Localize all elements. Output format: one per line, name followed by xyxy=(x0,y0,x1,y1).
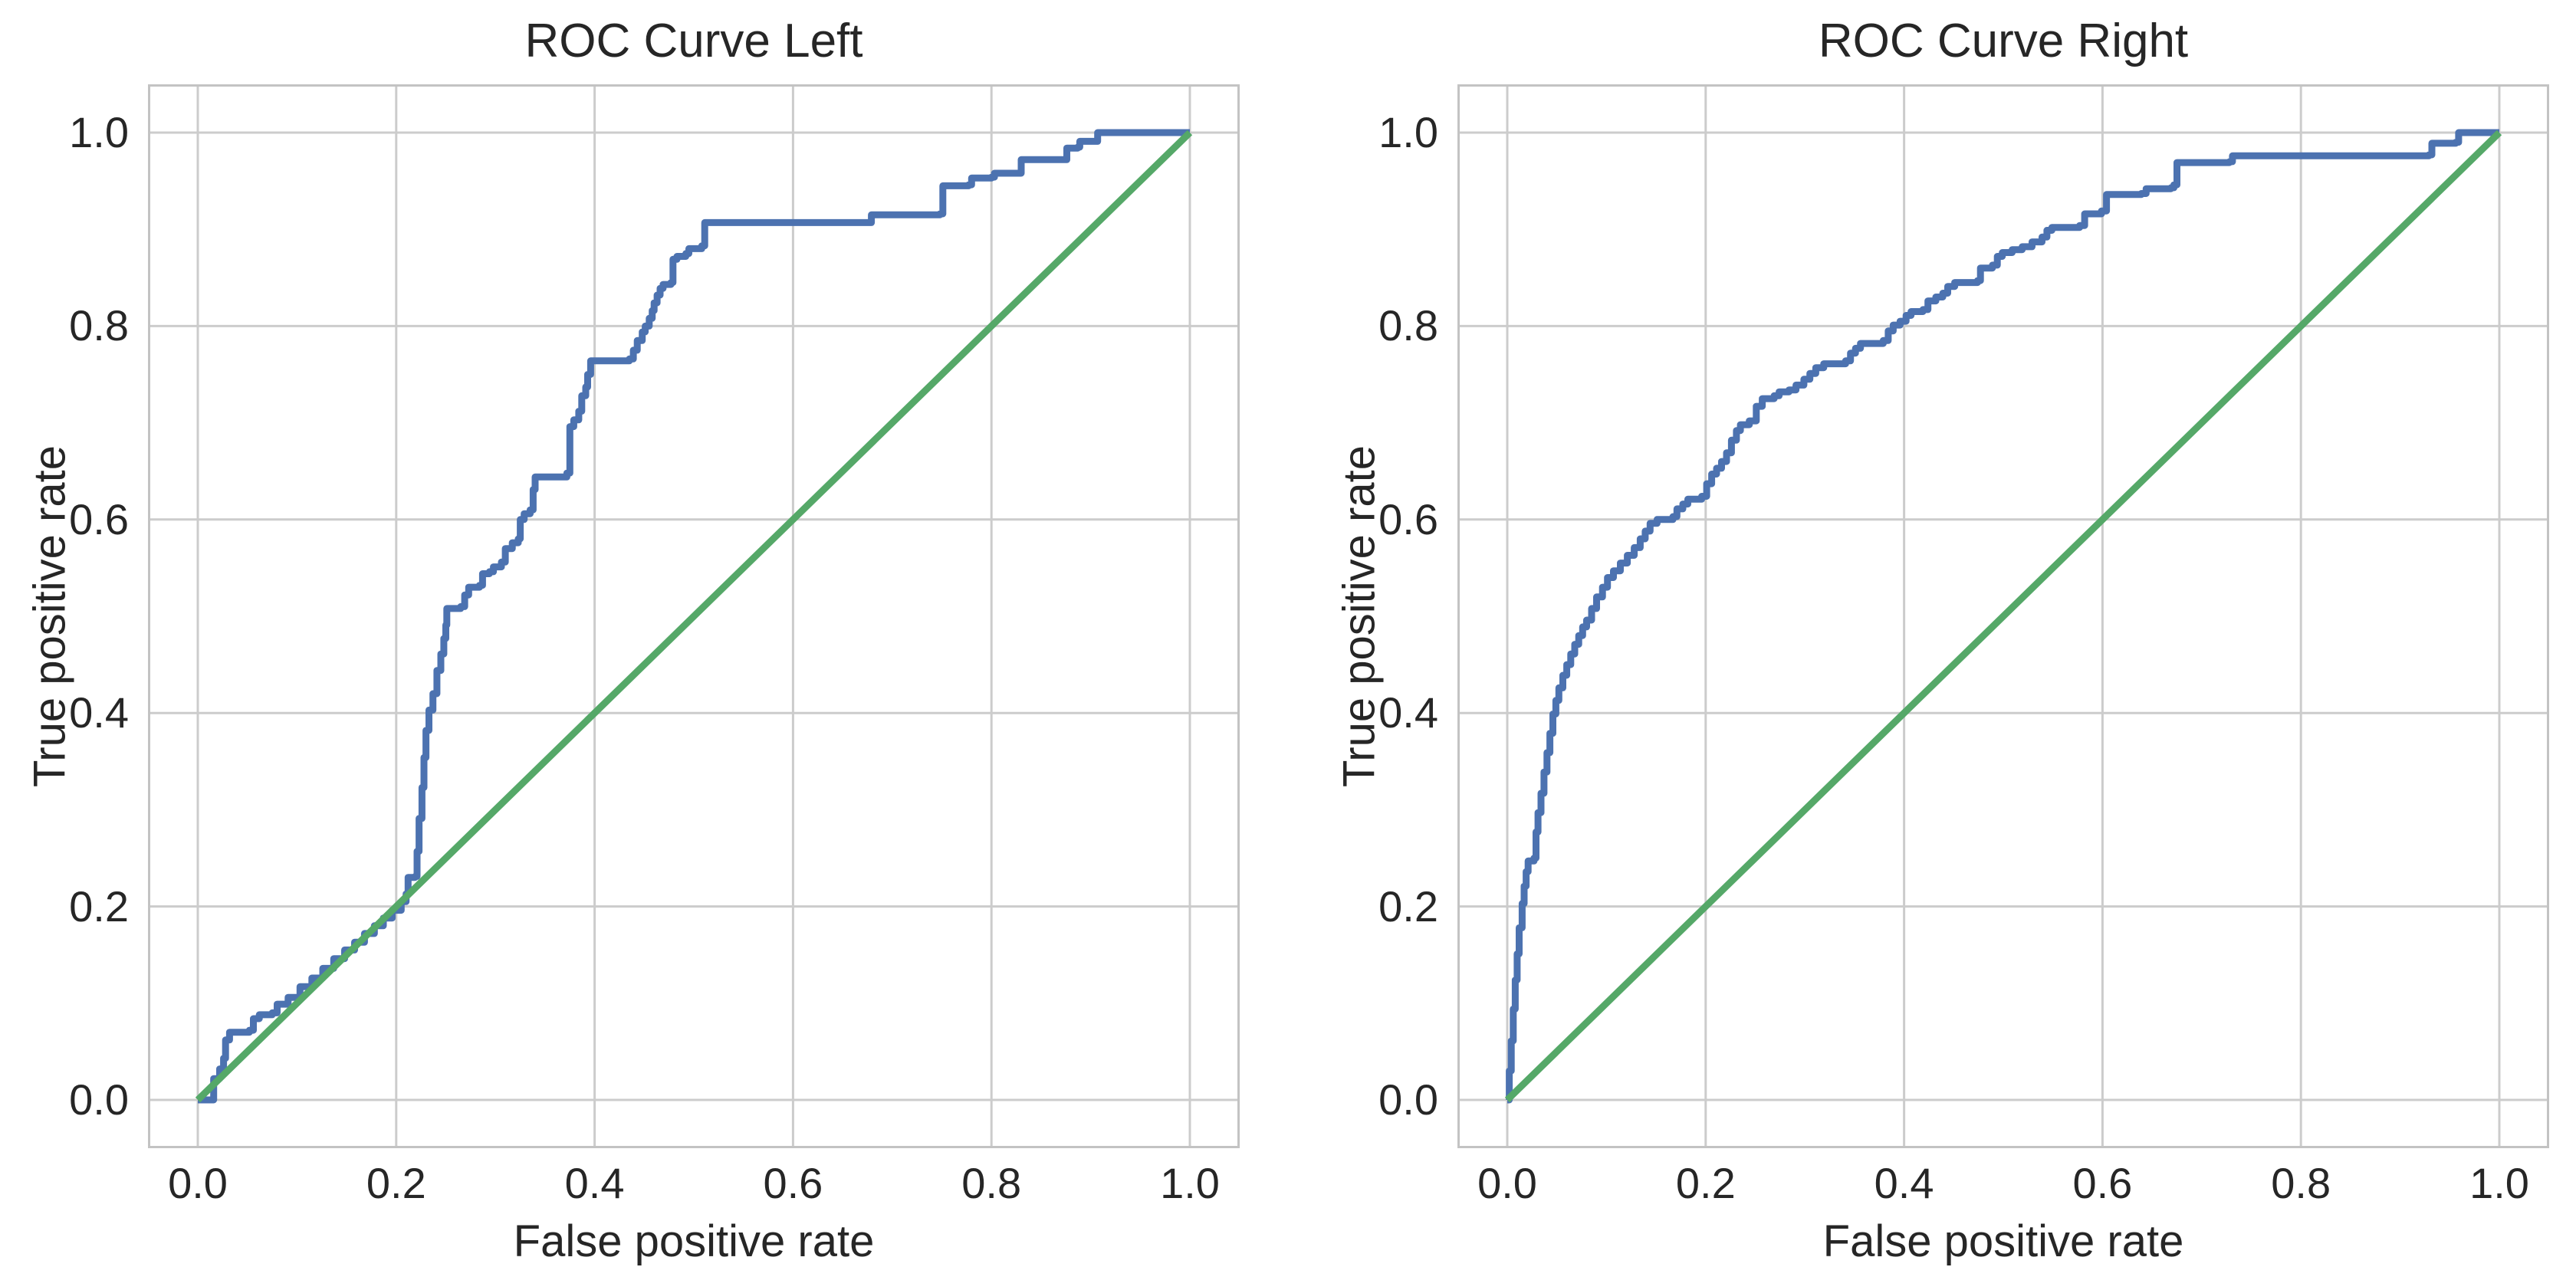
y-tick-label: 1.0 xyxy=(69,108,129,156)
y-tick-label: 0.8 xyxy=(69,301,129,350)
y-tick-label: 0.0 xyxy=(1378,1075,1438,1124)
x-tick-label: 0.8 xyxy=(961,1159,1022,1207)
plot-area xyxy=(148,84,1240,1148)
x-axis-label: False positive rate xyxy=(1822,1216,2184,1266)
x-tick-label: 0.4 xyxy=(564,1159,625,1207)
y-tick-label: 0.8 xyxy=(1378,301,1438,350)
y-tick-label: 0.2 xyxy=(69,881,129,931)
x-tick-label: 0.0 xyxy=(1477,1159,1537,1207)
x-tick-label: 0.2 xyxy=(366,1159,426,1207)
x-tick-label: 1.0 xyxy=(1160,1159,1220,1207)
y-tick-label: 0.0 xyxy=(69,1075,129,1124)
y-tick-label: 0.4 xyxy=(1378,688,1438,737)
x-tick-label: 1.0 xyxy=(2469,1159,2529,1207)
roc-right-figure: ROC Curve Right True positive rate 0.0 0.… xyxy=(1288,0,2576,1266)
x-tick-label: 0.2 xyxy=(1675,1159,1736,1207)
chance-diagonal-line xyxy=(195,130,1193,1103)
chart-title: ROC Curve Right xyxy=(1818,15,2189,67)
y-tick-label: 1.0 xyxy=(1378,108,1438,156)
y-tick-label: 0.4 xyxy=(69,688,129,737)
chart-title: ROC Curve Left xyxy=(524,15,863,67)
roc-left-figure: ROC Curve Left True positive rate 0.0 0.2… xyxy=(0,0,1288,1266)
y-axis-label: True positive rate xyxy=(1334,445,1385,787)
y-axis-label: True positive rate xyxy=(25,445,75,787)
axes-spines xyxy=(1457,84,2549,1148)
x-axis-label: False positive rate xyxy=(513,1216,875,1266)
y-tick-label: 0.2 xyxy=(1378,881,1438,931)
roc-curve-line xyxy=(1506,129,2499,1104)
y-tick-label: 0.6 xyxy=(69,494,129,543)
x-tick-label: 0.4 xyxy=(1874,1159,1934,1207)
x-tick-label: 0.6 xyxy=(763,1159,823,1207)
axes-spines xyxy=(148,84,1240,1148)
x-tick-label: 0.0 xyxy=(168,1159,228,1207)
chance-diagonal-line xyxy=(1504,130,2502,1103)
y-tick-label: 0.6 xyxy=(1378,494,1438,543)
x-tick-label: 0.8 xyxy=(2271,1159,2331,1207)
plot-area xyxy=(1457,84,2549,1148)
x-tick-label: 0.6 xyxy=(2072,1159,2133,1207)
